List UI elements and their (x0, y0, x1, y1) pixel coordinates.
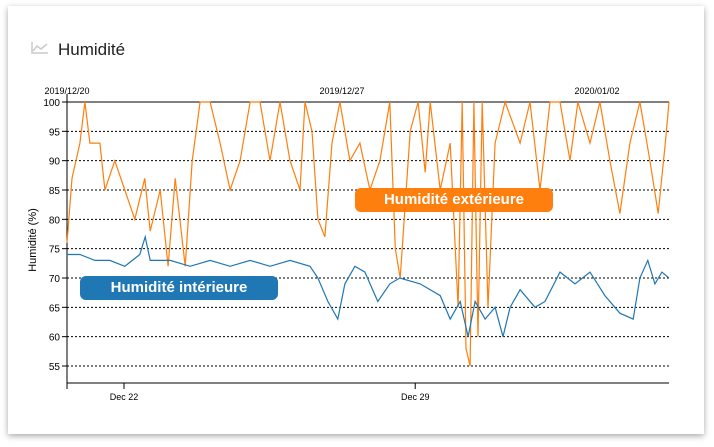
series-exterior-line (66, 99, 670, 367)
top-date-label: 2019/12/27 (319, 86, 364, 96)
series-interior-line (67, 234, 670, 337)
chart-card (8, 6, 704, 434)
top-date-label: 2020/01/02 (575, 86, 620, 96)
y-tick-label: 70 (49, 274, 61, 285)
y-tick-label: 60 (49, 333, 61, 344)
y-tick-label: 80 (49, 215, 61, 226)
y-tick-label: 95 (49, 127, 61, 138)
legend-interior: Humidité intérieure (80, 276, 278, 300)
y-tick-label: 85 (49, 186, 61, 197)
legend-exterior: Humidité extérieure (355, 188, 553, 212)
top-date-label: 2019/12/20 (44, 86, 89, 96)
card-title: Humidité (58, 40, 126, 59)
line-chart-icon (31, 42, 48, 54)
y-axis-label: Humidité (%) (27, 208, 39, 272)
y-tick-label: 55 (49, 362, 61, 373)
x-tick-label: Dec 29 (401, 392, 430, 402)
y-tick-label: 100 (43, 98, 60, 109)
y-tick-label: 90 (49, 157, 61, 168)
x-tick-label: Dec 22 (110, 392, 139, 402)
y-tick-label: 65 (49, 303, 61, 314)
y-tick-label: 75 (49, 245, 61, 256)
